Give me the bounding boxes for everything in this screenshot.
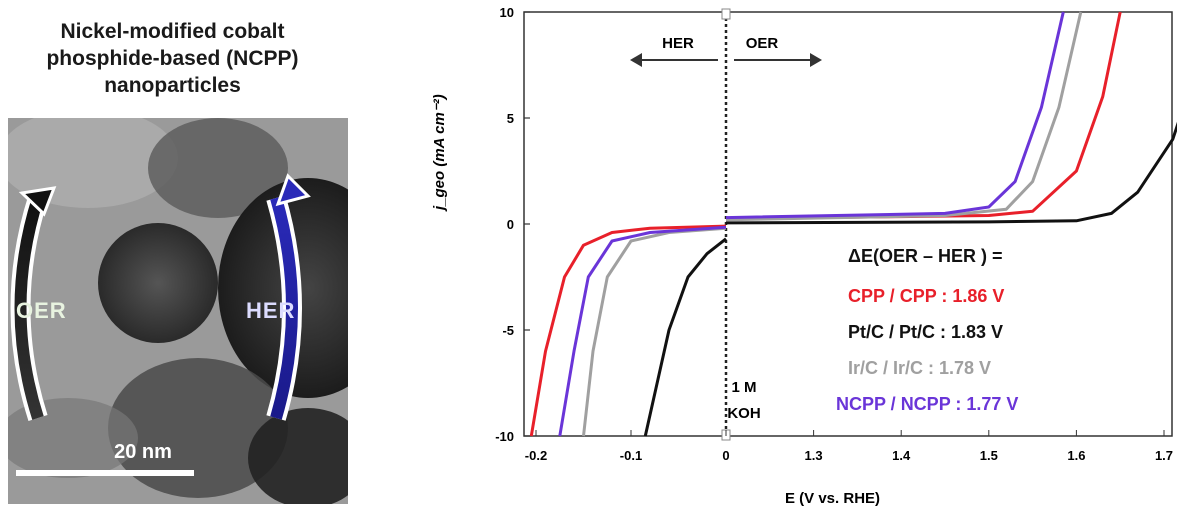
her-arrow-label: HER bbox=[662, 35, 694, 52]
electrolyte-label-line-2: KOH bbox=[727, 405, 760, 422]
her-arrowhead bbox=[630, 53, 642, 67]
series-oer-line bbox=[725, 11, 1083, 222]
x-tick-label: -0.1 bbox=[620, 448, 642, 463]
electrolyte-label-line-1: 1 M bbox=[731, 379, 756, 396]
legend-entry: NCPP / NCPP : 1.77 V bbox=[836, 394, 1018, 414]
y-tick-label: -5 bbox=[502, 323, 514, 338]
tem-her-label: HER bbox=[246, 298, 296, 323]
legend-entry: Pt/C / Pt/C : 1.83 V bbox=[848, 322, 1003, 342]
x-axis-label: E (V vs. RHE) bbox=[785, 490, 881, 507]
series-oer-line bbox=[725, 11, 1065, 220]
y-tick-label: -10 bbox=[495, 429, 514, 444]
polarization-chart: -10 -5 0 5 10 -0.2 -0.1 0 1.3 1.4 1.5 1.6 1.7 HER OER 1… bbox=[495, 5, 1177, 463]
x-tick-label: 1.3 bbox=[805, 448, 823, 463]
tem-image: OER HER 20 nm bbox=[8, 118, 348, 504]
x-tick-label: 1.6 bbox=[1067, 448, 1085, 463]
scale-bar bbox=[16, 470, 194, 476]
oer-arrowhead bbox=[810, 53, 822, 67]
x-tick-label: 1.4 bbox=[892, 448, 911, 463]
series-her-line bbox=[558, 225, 727, 437]
figure-title: Nickel-modified cobalt phosphide-based (… bbox=[0, 18, 345, 99]
figure-title-line-1: Nickel-modified cobalt bbox=[60, 20, 285, 43]
axis-break-top bbox=[721, 8, 731, 20]
x-tick-label: 1.5 bbox=[980, 448, 998, 463]
figure-title-line-3: nanoparticles bbox=[104, 74, 241, 97]
oer-arrow-label: OER bbox=[746, 35, 779, 52]
x-tick-label: -0.2 bbox=[525, 448, 547, 463]
y-tick-label: 0 bbox=[507, 217, 514, 232]
series-oer-line bbox=[725, 121, 1177, 225]
y-tick-label: 10 bbox=[500, 5, 514, 20]
y-tick-label: 5 bbox=[507, 111, 514, 126]
series-her-line bbox=[643, 237, 727, 437]
tem-texture bbox=[8, 118, 348, 504]
legend-entry: Ir/C / Ir/C : 1.78 V bbox=[848, 358, 991, 378]
legend-title: ΔE(OER – HER ) = bbox=[848, 246, 1002, 266]
scale-bar-label: 20 nm bbox=[114, 441, 172, 463]
figure-title-line-2: phosphide-based (NCPP) bbox=[46, 47, 299, 70]
tem-oer-label: OER bbox=[16, 298, 67, 323]
x-tick-label: 1.7 bbox=[1155, 448, 1173, 463]
series-her-line bbox=[529, 224, 727, 437]
legend-entry: CPP / CPP : 1.86 V bbox=[848, 286, 1004, 306]
x-tick-label: 0 bbox=[722, 448, 729, 463]
series-oer-line bbox=[725, 11, 1122, 221]
series-her-line bbox=[582, 226, 727, 437]
